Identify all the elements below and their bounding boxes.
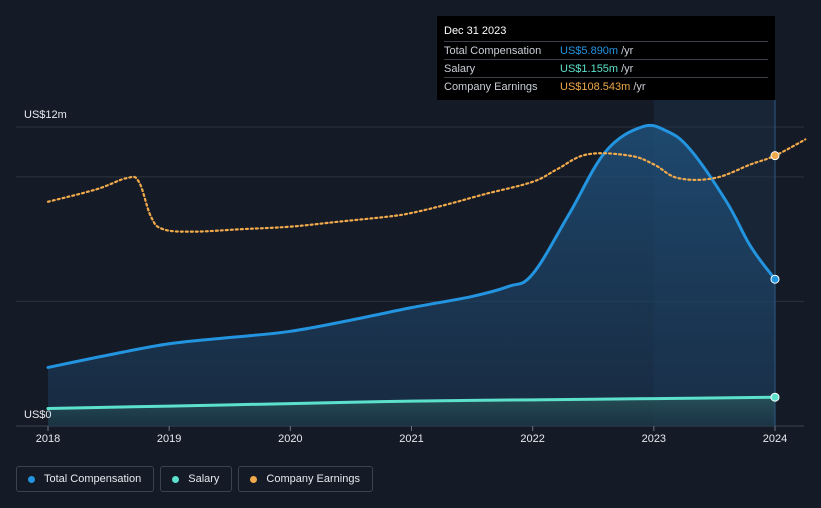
tooltip-label: Salary: [444, 62, 476, 75]
legend-dot-icon: [28, 475, 35, 483]
compensation-chart: 2018 2019 2020 2021 2022 2023 2024 US$12m US$0: [16, 100, 807, 445]
tooltip-unit: /yr: [621, 44, 634, 57]
tooltip-row-company-earnings: Company Earnings US$108.543m /yr: [444, 77, 768, 95]
legend-item-company-earnings[interactable]: Company Earnings: [238, 466, 373, 492]
legend-label: Salary: [188, 473, 220, 485]
legend-label: Company Earnings: [266, 473, 360, 485]
total_comp-marker: [770, 274, 780, 284]
tooltip-value: US$108.543m: [560, 80, 631, 93]
tooltip-value: US$1.155m: [560, 62, 619, 75]
series-areas: [48, 125, 775, 427]
x-axis: 2018 2019 2020 2021 2022 2023 2024: [36, 426, 787, 445]
x-tick-label: 2024: [763, 433, 787, 445]
x-tick-label: 2023: [642, 433, 666, 445]
tooltip: Dec 31 2023 Total Compensation US$5.890m…: [437, 16, 775, 100]
earnings-marker: [770, 151, 780, 161]
x-tick-label: 2021: [399, 433, 423, 445]
tooltip-label: Company Earnings: [444, 80, 538, 93]
legend-dot-icon: [250, 475, 258, 483]
total_comp-area: [48, 125, 775, 427]
tooltip-unit: /yr: [633, 80, 646, 93]
x-tick-label: 2022: [520, 433, 544, 445]
legend: Total Compensation Salary Company Earnin…: [16, 466, 373, 492]
legend-item-salary[interactable]: Salary: [160, 466, 233, 492]
series-markers: [770, 151, 780, 402]
tooltip-label: Total Compensation: [444, 44, 542, 57]
x-tick-label: 2020: [278, 433, 302, 445]
y-axis-bottom-label: US$0: [24, 409, 52, 421]
legend-dot-icon: [172, 475, 180, 483]
tooltip-unit: /yr: [621, 62, 634, 75]
tooltip-row-salary: Salary US$1.155m /yr: [444, 59, 768, 77]
earnings-line: [46, 138, 807, 233]
x-tick-label: 2018: [36, 433, 60, 445]
salary-marker: [770, 392, 780, 402]
legend-item-total-compensation[interactable]: Total Compensation: [16, 466, 155, 492]
y-axis-top-label: US$12m: [24, 109, 67, 121]
series-lines: [46, 123, 807, 411]
legend-label: Total Compensation: [44, 473, 142, 485]
salary-line: [46, 395, 777, 411]
tooltip-value: US$5.890m: [560, 44, 619, 57]
total_comp-line: [46, 123, 777, 369]
tooltip-row-total-compensation: Total Compensation US$5.890m /yr: [444, 41, 768, 59]
x-tick-label: 2019: [157, 433, 181, 445]
tooltip-date: Dec 31 2023: [444, 25, 507, 37]
salary-area: [48, 397, 775, 426]
